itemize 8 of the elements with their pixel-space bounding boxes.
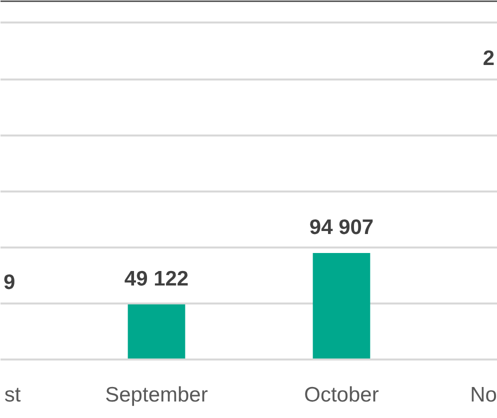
annotation: 9	[4, 271, 16, 294]
data-label: 49 122	[124, 267, 189, 290]
text: No	[470, 384, 497, 406]
annotation: 2	[482, 47, 495, 70]
x-tick-label: September	[105, 384, 208, 406]
data-label: 94 907	[309, 216, 374, 240]
x-tick-label: October	[304, 384, 379, 406]
text: st	[4, 384, 21, 406]
